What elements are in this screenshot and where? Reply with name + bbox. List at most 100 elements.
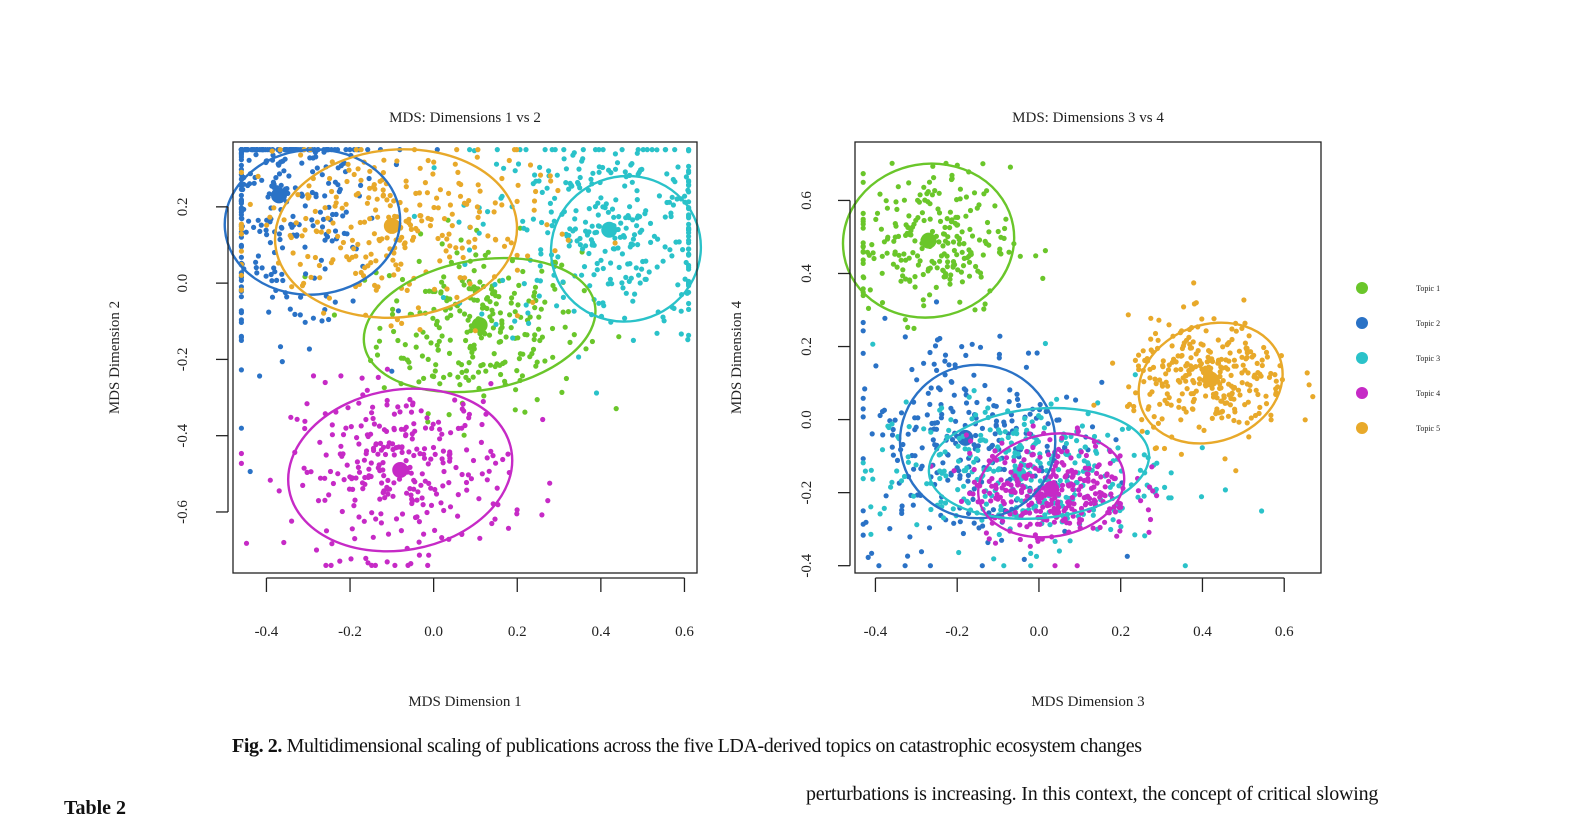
- data-point: [532, 172, 538, 178]
- data-point: [1162, 397, 1168, 403]
- data-point: [384, 402, 390, 408]
- data-point: [1047, 508, 1054, 514]
- data-point: [955, 487, 961, 493]
- data-point: [1003, 487, 1009, 493]
- data-point: [384, 484, 390, 490]
- data-point: [1263, 349, 1270, 355]
- data-point: [1231, 417, 1237, 424]
- data-point: [547, 480, 553, 486]
- data-point: [1217, 385, 1223, 391]
- data-point: [399, 276, 406, 283]
- data-point: [324, 234, 331, 240]
- data-point: [488, 381, 494, 387]
- data-point: [976, 202, 982, 208]
- data-point: [963, 400, 970, 406]
- data-point: [356, 400, 362, 406]
- data-point: [1102, 519, 1108, 525]
- data-point: [1015, 482, 1021, 488]
- data-point: [860, 243, 866, 249]
- data-point: [361, 457, 367, 463]
- data-point: [1220, 378, 1226, 384]
- data-point: [316, 262, 322, 269]
- y-axis-label: MDS Dimension 4: [729, 300, 745, 414]
- data-point: [390, 493, 396, 499]
- centroid-marker: [270, 187, 287, 204]
- data-point: [241, 181, 247, 187]
- data-point: [253, 265, 259, 271]
- data-point: [454, 250, 460, 256]
- data-point: [1017, 253, 1023, 259]
- data-point: [487, 314, 493, 320]
- data-point: [536, 293, 542, 299]
- data-point: [950, 239, 957, 245]
- data-point: [246, 218, 252, 224]
- confidence-ellipse: [977, 432, 1126, 539]
- data-point: [411, 452, 417, 459]
- data-point: [432, 486, 438, 493]
- data-point: [976, 237, 983, 243]
- data-point: [267, 214, 273, 220]
- data-point: [1155, 420, 1161, 426]
- data-point: [921, 303, 927, 309]
- data-point: [890, 452, 897, 458]
- data-point: [421, 375, 427, 381]
- data-point: [1179, 345, 1185, 352]
- data-point: [479, 421, 485, 428]
- y-tick-label: -0.2: [799, 481, 815, 505]
- data-point: [424, 190, 430, 196]
- data-point: [545, 230, 551, 236]
- data-point: [485, 249, 491, 255]
- data-point: [512, 309, 518, 315]
- data-point: [419, 353, 425, 359]
- data-point: [953, 418, 959, 424]
- data-point: [1023, 509, 1029, 515]
- data-point: [948, 405, 954, 411]
- data-point: [266, 191, 272, 197]
- data-point: [880, 432, 886, 438]
- data-point: [600, 204, 606, 210]
- data-point: [1259, 357, 1265, 363]
- data-point: [523, 302, 529, 308]
- data-point: [302, 244, 308, 250]
- data-point: [428, 502, 435, 508]
- data-point: [1239, 380, 1245, 386]
- data-point: [1029, 473, 1035, 479]
- data-point: [1152, 330, 1159, 337]
- data-point: [348, 224, 354, 230]
- data-point: [961, 241, 967, 247]
- data-point: [313, 191, 319, 197]
- data-point: [314, 165, 320, 171]
- data-point: [868, 467, 874, 473]
- data-point: [616, 214, 622, 220]
- data-point: [1190, 339, 1196, 345]
- data-point: [466, 377, 472, 383]
- data-point: [622, 169, 628, 175]
- data-point: [921, 360, 927, 366]
- data-point: [563, 375, 570, 382]
- data-point: [534, 359, 540, 365]
- data-point: [1147, 375, 1153, 381]
- data-point: [339, 205, 345, 211]
- data-point: [1052, 538, 1058, 545]
- data-point: [581, 288, 587, 294]
- data-point: [277, 147, 283, 153]
- data-point: [427, 223, 433, 229]
- data-point: [617, 234, 623, 240]
- data-point: [1070, 486, 1076, 492]
- data-point: [458, 362, 465, 368]
- data-point: [1246, 434, 1252, 440]
- data-point: [956, 458, 962, 464]
- data-point: [1108, 491, 1114, 497]
- data-point: [1169, 343, 1175, 349]
- data-point: [917, 192, 923, 198]
- data-point: [987, 427, 993, 433]
- data-point: [958, 269, 965, 275]
- data-point: [598, 257, 604, 263]
- data-point: [950, 506, 956, 512]
- data-point: [322, 497, 328, 503]
- data-point: [530, 299, 536, 305]
- data-point: [1195, 348, 1201, 354]
- data-point: [1207, 349, 1213, 355]
- data-point: [906, 180, 912, 186]
